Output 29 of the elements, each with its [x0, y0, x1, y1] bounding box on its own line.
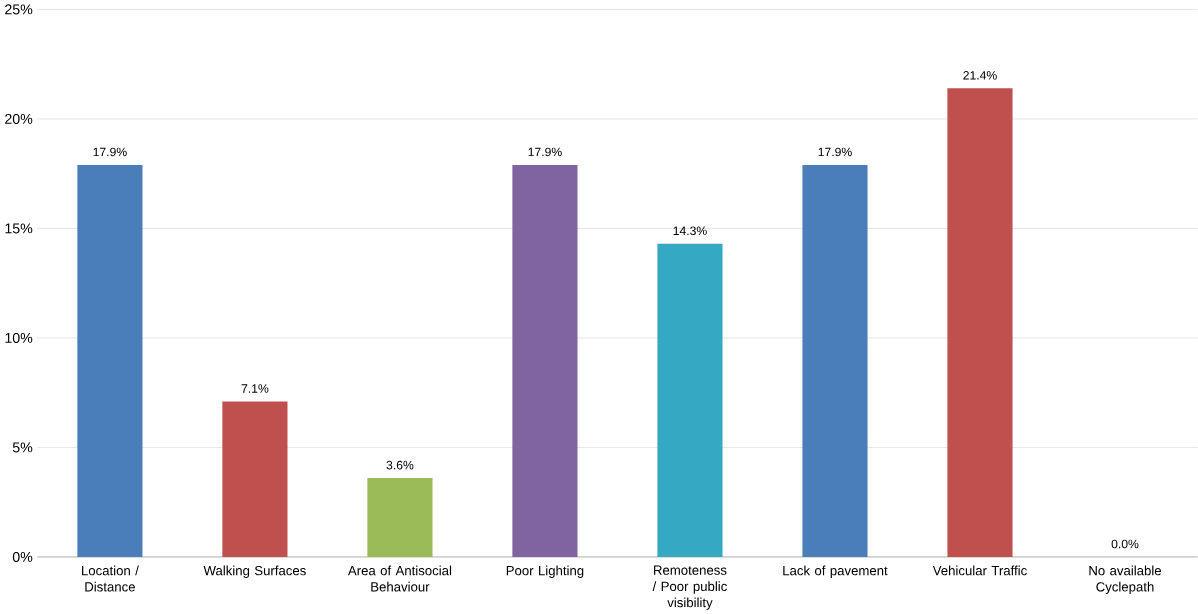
x-tick-label: Remoteness / Poor public visibility [652, 565, 727, 610]
data-label: 21.4% [963, 70, 997, 80]
x-tick-label: No available Cyclepath [1089, 565, 1162, 594]
data-label: 14.3% [673, 226, 707, 235]
x-tick-label: Poor Lighting [506, 565, 584, 578]
data-label: 7.1% [241, 384, 269, 393]
bar [222, 401, 288, 557]
y-tick-label: 5% [12, 442, 33, 453]
bar [367, 477, 433, 557]
x-tick-label: Vehicular Traffic [932, 565, 1027, 576]
bar [802, 164, 868, 557]
y-tick-label: 20% [5, 113, 33, 124]
x-tick-label: Walking Surfaces [203, 565, 306, 578]
data-label: 17.9% [93, 147, 127, 157]
x-tick-label: Lack of pavement [783, 565, 888, 578]
x-tick-label: Area of Antisocial Behaviour [347, 565, 452, 592]
bar [512, 164, 578, 557]
x-tick-label: Location / Distance [82, 565, 139, 592]
y-tick-label: 15% [5, 223, 33, 234]
y-tick-label: 0% [12, 551, 33, 562]
y-tick-label: 25% [5, 4, 33, 15]
data-label: 0.0% [1111, 539, 1139, 549]
bar [77, 164, 143, 557]
data-label: 3.6% [386, 460, 414, 470]
data-label: 17.9% [818, 147, 852, 157]
bar [947, 88, 1013, 557]
y-tick-label: 10% [5, 332, 33, 343]
data-label: 17.9% [528, 147, 562, 157]
bar [657, 243, 723, 557]
